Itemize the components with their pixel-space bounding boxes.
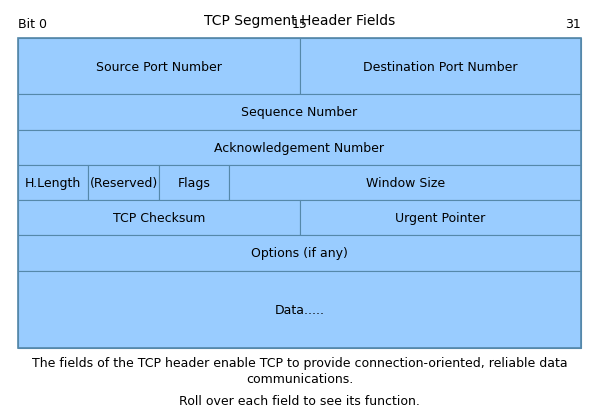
Text: 31: 31 bbox=[565, 18, 581, 31]
Bar bbox=[229, 166, 581, 201]
Text: Destination Port Number: Destination Port Number bbox=[363, 61, 518, 74]
Text: Flags: Flags bbox=[177, 176, 210, 190]
Text: 15: 15 bbox=[292, 18, 307, 31]
Text: Sequence Number: Sequence Number bbox=[241, 106, 358, 119]
Bar bbox=[18, 236, 581, 271]
Text: TCP Segment Header Fields: TCP Segment Header Fields bbox=[204, 14, 395, 28]
Text: (Reserved): (Reserved) bbox=[89, 176, 158, 190]
Text: Urgent Pointer: Urgent Pointer bbox=[395, 211, 485, 225]
Bar bbox=[300, 201, 581, 236]
Text: TCP Checksum: TCP Checksum bbox=[113, 211, 205, 225]
Text: communications.: communications. bbox=[246, 372, 353, 385]
Bar bbox=[18, 201, 300, 236]
Bar bbox=[18, 39, 581, 348]
Bar bbox=[18, 39, 300, 95]
Text: H.Length: H.Length bbox=[25, 176, 81, 190]
Bar bbox=[159, 166, 229, 201]
Text: Bit 0: Bit 0 bbox=[18, 18, 47, 31]
Bar bbox=[18, 271, 581, 348]
Text: Source Port Number: Source Port Number bbox=[96, 61, 222, 74]
Text: Acknowledgement Number: Acknowledgement Number bbox=[214, 141, 385, 154]
Text: Roll over each field to see its function.: Roll over each field to see its function… bbox=[179, 394, 420, 407]
Bar bbox=[18, 130, 581, 166]
Bar bbox=[300, 39, 581, 95]
Bar bbox=[18, 95, 581, 130]
Text: The fields of the TCP header enable TCP to provide connection-oriented, reliable: The fields of the TCP header enable TCP … bbox=[32, 356, 567, 369]
Bar bbox=[89, 166, 159, 201]
Text: Data.....: Data..... bbox=[274, 303, 325, 316]
Bar bbox=[18, 166, 89, 201]
Text: Options (if any): Options (if any) bbox=[251, 247, 348, 260]
Text: Window Size: Window Size bbox=[365, 176, 444, 190]
